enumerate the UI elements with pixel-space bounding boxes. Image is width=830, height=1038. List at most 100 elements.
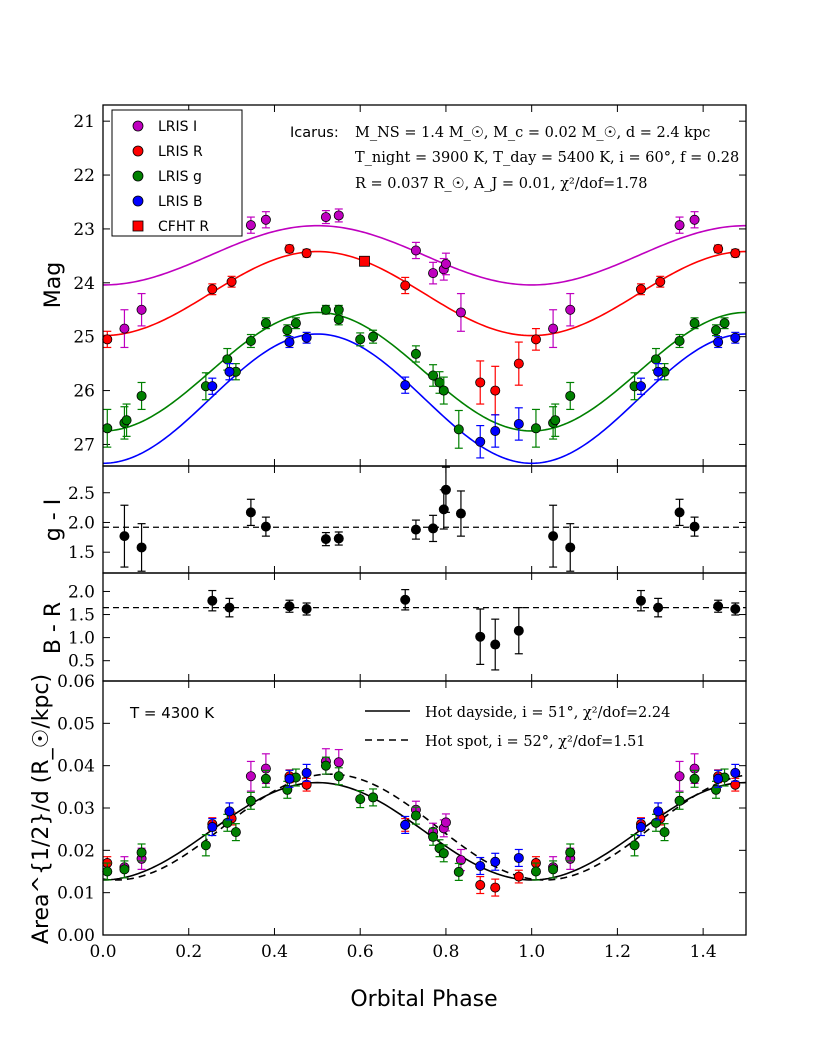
data-point [713, 337, 724, 348]
data-point [689, 318, 700, 329]
data-point [282, 325, 293, 336]
series-lris-i-magnitude [119, 208, 700, 349]
annotation-line3: R = 0.037 R_☉, A_J = 0.01, χ²/dof=1.78 [355, 176, 648, 192]
series-lris-r-magnitude [102, 243, 741, 416]
ylabel-mag: Mag [41, 262, 66, 308]
data-point [333, 210, 344, 221]
ylabel-b-r: B - R [41, 602, 66, 654]
model-curve-hot-spot [102, 773, 747, 881]
data-point [674, 795, 685, 806]
data-point [629, 840, 640, 851]
panel-color-br: 0.060.5 1.0 1.5 2.0 [57, 572, 747, 692]
ytick-label-magnitude: 27 [73, 435, 95, 455]
data-point [550, 415, 561, 426]
panel-color-gi: 1.5 2.0 2.5 [68, 465, 747, 574]
ytick-label-area: 0.04 [57, 757, 95, 777]
data-point [136, 847, 147, 858]
data-point [121, 415, 132, 426]
panel-frame-color-br [102, 572, 747, 682]
data-point [438, 848, 449, 859]
data-point [320, 212, 331, 223]
ytick-label-color-br: 2.0 [68, 582, 95, 602]
series-lris-i-area [119, 748, 700, 879]
data-point [102, 866, 113, 877]
data-point [207, 822, 218, 833]
ytick-label-area: 0.03 [57, 799, 95, 819]
legend-label-lris-g: LRIS g [158, 169, 202, 185]
ytick-label-area: 0.01 [57, 884, 95, 904]
legend-label-hot-spot: Hot spot, i = 52°, χ²/dof=1.51 [425, 734, 646, 750]
data-point [530, 334, 541, 345]
data-point [410, 348, 421, 359]
legend-label-hot-dayside: Hot dayside, i = 51°, χ²/dof=2.24 [425, 705, 670, 721]
ytick-label-area: 0.02 [57, 841, 95, 861]
model-curve-b-model [102, 333, 747, 465]
data-point [119, 864, 130, 875]
annotation-line1-label: Icarus: [290, 125, 339, 141]
data-point [635, 381, 646, 392]
xtick-label: 0.6 [347, 942, 374, 962]
data-point [428, 831, 439, 842]
ytick-label-magnitude: 24 [73, 274, 95, 294]
data-point [565, 390, 576, 401]
data-point [653, 806, 664, 817]
ytick-label-color-gi: 2.0 [68, 513, 95, 533]
xtick-label: 0.0 [89, 942, 116, 962]
data-point [513, 852, 524, 863]
data-point [490, 425, 501, 436]
data-point [284, 601, 295, 612]
data-point [284, 773, 295, 784]
data-point [689, 214, 700, 225]
ytick-label-magnitude: 23 [73, 220, 95, 240]
data-point [290, 318, 301, 329]
model-curve-hot-dayside [102, 781, 747, 881]
data-point [730, 332, 741, 343]
data-point [475, 436, 486, 447]
data-point [710, 325, 721, 336]
legend-label-lris-i: LRIS I [158, 119, 197, 135]
data-point [245, 507, 256, 518]
series-b-r-color-br [207, 589, 741, 671]
series-lris-b-area [207, 763, 741, 876]
data-point [565, 847, 576, 858]
legend-label-cfht-r: CFHT R [158, 219, 209, 235]
data-point [260, 773, 271, 784]
data-point [301, 332, 312, 343]
data-point [200, 840, 211, 851]
data-point [230, 827, 241, 838]
data-point [440, 258, 451, 269]
data-point [260, 318, 271, 329]
data-point [260, 521, 271, 532]
data-point [530, 866, 541, 877]
data-point [689, 773, 700, 784]
ytick-label-area: 0.00 [57, 926, 95, 946]
magnitude-legend: LRIS I LRIS R LRIS g LRIS B CFHT R [111, 109, 243, 237]
data-point [410, 810, 421, 821]
data-point [689, 521, 700, 532]
data-point [674, 335, 685, 346]
data-point [490, 856, 501, 867]
data-point [119, 323, 130, 334]
data-point [475, 860, 486, 871]
temperature-label: T = 4300 K [129, 704, 215, 722]
data-point [548, 531, 559, 542]
data-point [320, 534, 331, 545]
data-point [102, 423, 113, 434]
data-point [400, 819, 411, 830]
ylabel-g-i: g - I [41, 499, 66, 541]
data-point [650, 817, 661, 828]
data-point [513, 358, 524, 369]
data-point [428, 370, 439, 381]
data-point [713, 243, 724, 254]
data-point [635, 284, 646, 295]
ytick-label-area: 0.05 [57, 714, 95, 734]
data-point [475, 631, 486, 642]
data-point [513, 871, 524, 882]
xtick-label: 1.2 [604, 942, 631, 962]
data-point [333, 771, 344, 782]
ytick-label-magnitude: 21 [73, 112, 95, 132]
data-point [333, 314, 344, 325]
ytick-label-color-br: 1.0 [68, 629, 95, 649]
data-point [548, 864, 559, 875]
annotation-line2: T_night = 3900 K, T_day = 5400 K, i = 60… [355, 150, 739, 166]
